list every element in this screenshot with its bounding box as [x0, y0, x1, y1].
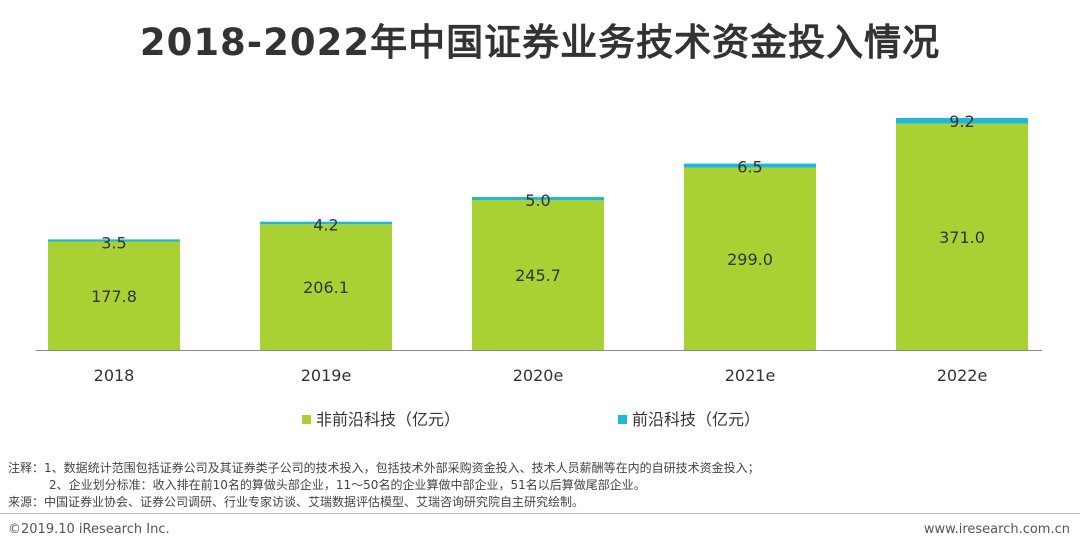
data-label-non-frontier-2022e: 371.0 — [939, 228, 985, 247]
bar-frontier-2020e — [472, 197, 604, 201]
bar-non-frontier-2021e — [684, 167, 816, 350]
data-label-non-frontier-2018: 177.8 — [91, 287, 137, 306]
x-tick-label-2020e: 2020e — [513, 366, 564, 385]
data-label-frontier-2019e: 4.2 — [313, 216, 338, 235]
stacked-bar-chart: 177.8 3.5 2018 206.1 4.2 2019e 245.7 5.0 2020e 29… — [36, 112, 1042, 429]
legend-label-non-frontier: 非前沿科技（亿元） — [316, 410, 460, 429]
data-label-non-frontier-2021e: 299.0 — [727, 250, 773, 269]
bar-frontier-2021e — [684, 163, 816, 168]
legend-swatch-non-frontier — [302, 415, 311, 424]
x-tick-label-2019e: 2019e — [301, 366, 352, 385]
footer-divider — [0, 513, 1080, 514]
source-line: 来源：中国证券业协会、证券公司调研、行业专家访谈、艾瑞数据评估模型、艾瑞咨询研究… — [8, 495, 585, 509]
legend-label-frontier: 前沿科技（亿元） — [632, 410, 760, 429]
legend-swatch-frontier — [618, 415, 627, 424]
note-line-2: 2、企业划分标准：收入排在前10名的算做头部企业，11～50名的企业算做中部企业… — [49, 478, 646, 492]
data-label-frontier-2020e: 5.0 — [525, 191, 550, 210]
note-line-1: 注释：1、数据统计范围包括证券公司及其证券类子公司的技术投入，包括技术外部采购资… — [8, 461, 760, 475]
x-tick-label-2022e: 2022e — [937, 366, 988, 385]
data-label-non-frontier-2019e: 206.1 — [303, 278, 349, 297]
data-label-non-frontier-2020e: 245.7 — [515, 266, 561, 285]
bar-frontier-2019e — [260, 221, 392, 225]
data-label-frontier-2021e: 6.5 — [737, 158, 762, 177]
x-tick-label-2021e: 2021e — [725, 366, 776, 385]
bar-frontier-2022e — [896, 118, 1028, 124]
bar-frontier-2018 — [48, 239, 180, 242]
bar-non-frontier-2020e — [472, 200, 604, 350]
data-label-frontier-2018: 3.5 — [101, 233, 126, 252]
footer-website: www.iresearch.com.cn — [923, 522, 1070, 537]
bar-non-frontier-2022e — [896, 123, 1028, 350]
bar-non-frontier-2019e — [260, 224, 392, 350]
bar-non-frontier-2018 — [48, 241, 180, 350]
data-label-frontier-2022e: 9.2 — [949, 112, 974, 131]
footer-copyright: ©2019.10 iResearch Inc. — [8, 522, 170, 537]
chart-title: 2018-2022年中国证券业务技术资金投入情况 — [139, 21, 941, 64]
x-tick-label-2018: 2018 — [94, 366, 135, 385]
